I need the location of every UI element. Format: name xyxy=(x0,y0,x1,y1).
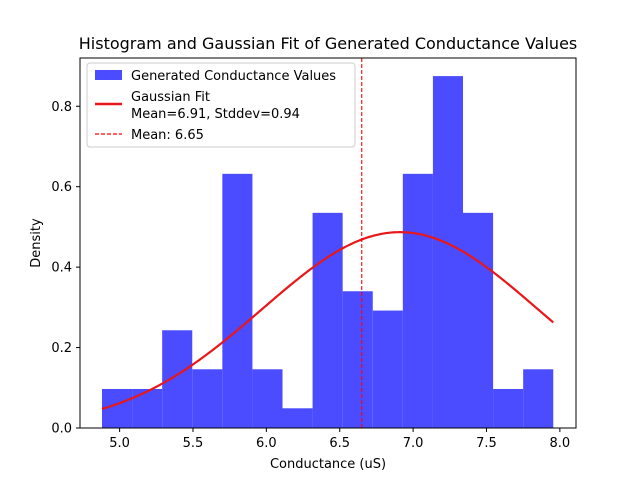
y-tick-label: 0.8 xyxy=(51,100,72,115)
gaussian-curve-layer xyxy=(101,231,554,411)
y-tick-label: 0.2 xyxy=(51,341,72,356)
x-tick-label: 5.5 xyxy=(183,436,204,451)
histogram-bar xyxy=(402,173,433,428)
histogram-bar xyxy=(222,173,253,428)
gaussian-fit-line xyxy=(101,231,554,411)
x-tick-label: 6.5 xyxy=(329,436,350,451)
histogram-bar xyxy=(523,369,554,428)
x-tick-label: 8.0 xyxy=(550,436,571,451)
legend-label-gaussian-line2: Mean=6.91, Stddev=0.94 xyxy=(131,107,300,122)
histogram-bar xyxy=(493,388,524,428)
histogram-bar xyxy=(372,310,403,428)
histogram-bar xyxy=(432,76,464,428)
x-tick-label: 5.0 xyxy=(109,436,130,451)
y-tick-label: 0.6 xyxy=(51,180,72,195)
x-tick-label: 7.0 xyxy=(403,436,424,451)
histogram-bar xyxy=(252,369,283,428)
histogram-bar xyxy=(162,330,193,428)
x-tick-label: 7.5 xyxy=(476,436,497,451)
y-tick-label: 0.0 xyxy=(51,422,72,437)
histogram-bars xyxy=(102,76,554,428)
legend-label-gaussian-line1: Gaussian Fit xyxy=(131,90,210,105)
histogram-bar xyxy=(192,369,223,428)
y-axis-ticks: 0.0 0.2 0.4 0.6 0.8 xyxy=(51,100,80,437)
chart-title: Histogram and Gaussian Fit of Generated … xyxy=(79,34,578,53)
x-axis-ticks: 5.0 5.5 6.0 6.5 7.0 7.5 8.0 xyxy=(109,428,570,451)
plot-frame xyxy=(79,57,577,429)
legend-label-mean: Mean: 6.65 xyxy=(131,128,204,143)
legend-swatch-histogram xyxy=(95,70,122,80)
y-tick-label: 0.4 xyxy=(51,261,72,276)
legend: Generated Conductance Values Gaussian Fi… xyxy=(86,62,356,148)
histogram-bar xyxy=(342,291,373,428)
x-axis-label: Conductance (uS) xyxy=(270,457,386,472)
histogram-bar xyxy=(282,408,313,428)
histogram-bar xyxy=(312,212,343,428)
histogram-bar xyxy=(463,212,494,428)
legend-box xyxy=(86,62,356,148)
legend-label-histogram: Generated Conductance Values xyxy=(131,69,336,84)
histogram-bar xyxy=(132,388,163,428)
x-tick-label: 6.0 xyxy=(256,436,277,451)
y-axis-label: Density xyxy=(29,218,44,268)
